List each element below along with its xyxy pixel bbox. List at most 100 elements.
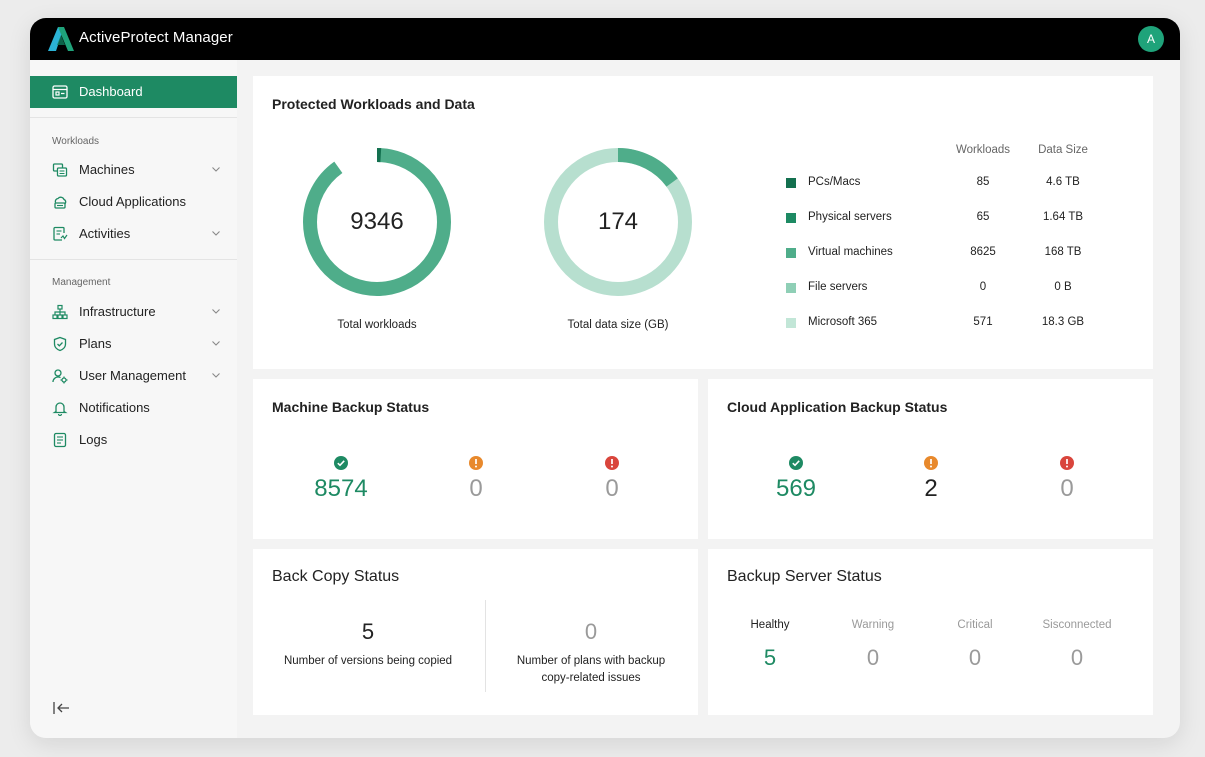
section-title-management: Management [52, 277, 111, 288]
donut-segment-data [544, 148, 692, 296]
disconnected-label: Sisconnected [1042, 619, 1112, 631]
sidebar-item-label: Dashboard [79, 84, 143, 99]
warning-icon [924, 456, 938, 470]
collapse-sidebar-icon[interactable] [52, 700, 72, 716]
plans-issues-label-2: copy-related issues [541, 672, 641, 684]
warning-count[interactable]: 0 [866, 645, 880, 670]
section-title-workloads: Workloads [52, 136, 100, 147]
warning-label: Warning [851, 619, 895, 631]
avatar[interactable]: A [1138, 26, 1164, 52]
legend-workloads: 0 [979, 281, 987, 293]
legend-workloads: 65 [976, 211, 990, 223]
legend-name: File servers [808, 281, 868, 293]
plans-issues-value[interactable]: 0 [584, 619, 598, 644]
legend-row: File servers 0 0 B [253, 279, 1153, 299]
legend-data-size: 0 B [1054, 281, 1072, 293]
sidebar-item-notifications[interactable]: Notifications [30, 394, 237, 422]
total-workloads-value: 9346 [350, 208, 404, 235]
sidebar-item-plans[interactable]: Plans [30, 330, 237, 358]
column-header-data-size: Data Size [1038, 144, 1088, 156]
infrastructure-icon [52, 304, 68, 320]
total-data-value: 174 [597, 208, 639, 235]
sidebar-item-label: Infrastructure [79, 304, 156, 319]
legend-workloads: 571 [973, 316, 993, 328]
legend-name: Virtual machines [808, 246, 893, 258]
healthy-count[interactable]: 5 [763, 645, 777, 670]
success-count: 569 [775, 475, 817, 502]
warning-icon [469, 456, 483, 470]
disconnected-count[interactable]: 0 [1070, 645, 1084, 670]
cloud-backup-card: Cloud Application Backup Status 569 2 0 [708, 379, 1153, 539]
error-icon [605, 456, 619, 470]
sidebar-item-label: Machines [79, 162, 135, 177]
total-data-donut [544, 148, 692, 296]
sidebar-item-label: Cloud Applications [79, 194, 186, 209]
legend-name: Physical servers [808, 211, 892, 223]
legend-swatch [786, 178, 796, 188]
warning-count: 0 [469, 475, 483, 502]
error-count: 0 [605, 475, 619, 502]
legend-workloads: 8625 [970, 246, 996, 258]
sidebar-item-cloud-applications[interactable]: Cloud Applications [30, 188, 237, 216]
card-title: Protected Workloads and Data [272, 96, 475, 112]
legend-row: Microsoft 365 571 18.3 GB [253, 314, 1153, 334]
back-copy-card: Back Copy Status 5 Number of versions be… [253, 549, 698, 715]
chevron-down-icon [212, 167, 220, 172]
success-check-icon [789, 456, 803, 470]
bell-icon [52, 402, 68, 416]
success-count: 8574 [314, 475, 368, 502]
legend-row: Virtual machines 8625 168 TB [253, 244, 1153, 264]
dashboard-icon [52, 85, 68, 99]
sidebar-item-infrastructure[interactable]: Infrastructure [30, 298, 237, 326]
legend-swatch [786, 283, 796, 293]
backup-server-card: Backup Server Status Healthy 5 Warning 0… [708, 549, 1153, 715]
versions-copied-value[interactable]: 5 [361, 619, 375, 644]
warning-count: 2 [924, 475, 938, 502]
legend-row: PCs/Macs 85 4.6 TB [253, 174, 1153, 194]
legend-name: PCs/Macs [808, 176, 861, 188]
chevron-down-icon [212, 309, 220, 314]
machines-icon [52, 163, 68, 177]
card-title: Machine Backup Status [272, 399, 430, 415]
legend-swatch [786, 248, 796, 258]
healthy-label: Healthy [750, 619, 790, 631]
logs-icon [53, 432, 67, 448]
legend-data-size: 18.3 GB [1041, 316, 1085, 328]
versions-copied-label: Number of versions being copied [283, 655, 453, 667]
sidebar-item-machines[interactable]: Machines [30, 156, 237, 184]
app-title: ActiveProtect Manager [79, 29, 233, 46]
sidebar-item-label: Notifications [79, 400, 150, 415]
cloud-applications-icon [54, 196, 67, 209]
machine-backup-card: Machine Backup Status 8574 0 0 [253, 379, 698, 539]
divider [485, 600, 486, 692]
chevron-down-icon [212, 341, 220, 346]
protected-workloads-card: Protected Workloads and Data 9346 Total … [253, 76, 1153, 369]
critical-label: Critical [957, 619, 993, 631]
legend-swatch [786, 318, 796, 328]
error-count: 0 [1060, 475, 1074, 502]
sidebar: Dashboard Workloads Machines Cloud Appli… [30, 60, 237, 738]
top-bar: ActiveProtect Manager A [30, 18, 1180, 60]
sidebar-item-label: Logs [79, 432, 108, 447]
legend-data-size: 168 TB [1044, 246, 1082, 258]
success-check-icon [334, 456, 348, 470]
sidebar-item-logs[interactable]: Logs [30, 426, 237, 454]
sidebar-item-dashboard[interactable]: Dashboard [30, 76, 237, 108]
sidebar-item-activities[interactable]: Activities [30, 220, 237, 248]
legend-swatch [786, 213, 796, 223]
card-title: Back Copy Status [272, 568, 400, 585]
legend-name: Microsoft 365 [808, 316, 878, 328]
chevron-down-icon [212, 373, 220, 378]
total-data-label: Total data size (GB) [567, 319, 669, 331]
app-window: ActiveProtect Manager A Dashboard Worklo… [30, 18, 1180, 738]
legend-data-size: 1.64 TB [1042, 211, 1084, 223]
legend-row: Physical servers 65 1.64 TB [253, 209, 1153, 229]
sidebar-item-label: Activities [79, 226, 131, 241]
critical-count[interactable]: 0 [968, 645, 982, 670]
user-management-icon [52, 369, 68, 384]
donut-segment-pcs [303, 148, 451, 296]
total-workloads-label: Total workloads [337, 319, 417, 331]
plans-issues-label-1: Number of plans with backup [516, 655, 666, 667]
legend-data-size: 4.6 TB [1046, 176, 1080, 188]
sidebar-item-user-management[interactable]: User Management [30, 362, 237, 390]
